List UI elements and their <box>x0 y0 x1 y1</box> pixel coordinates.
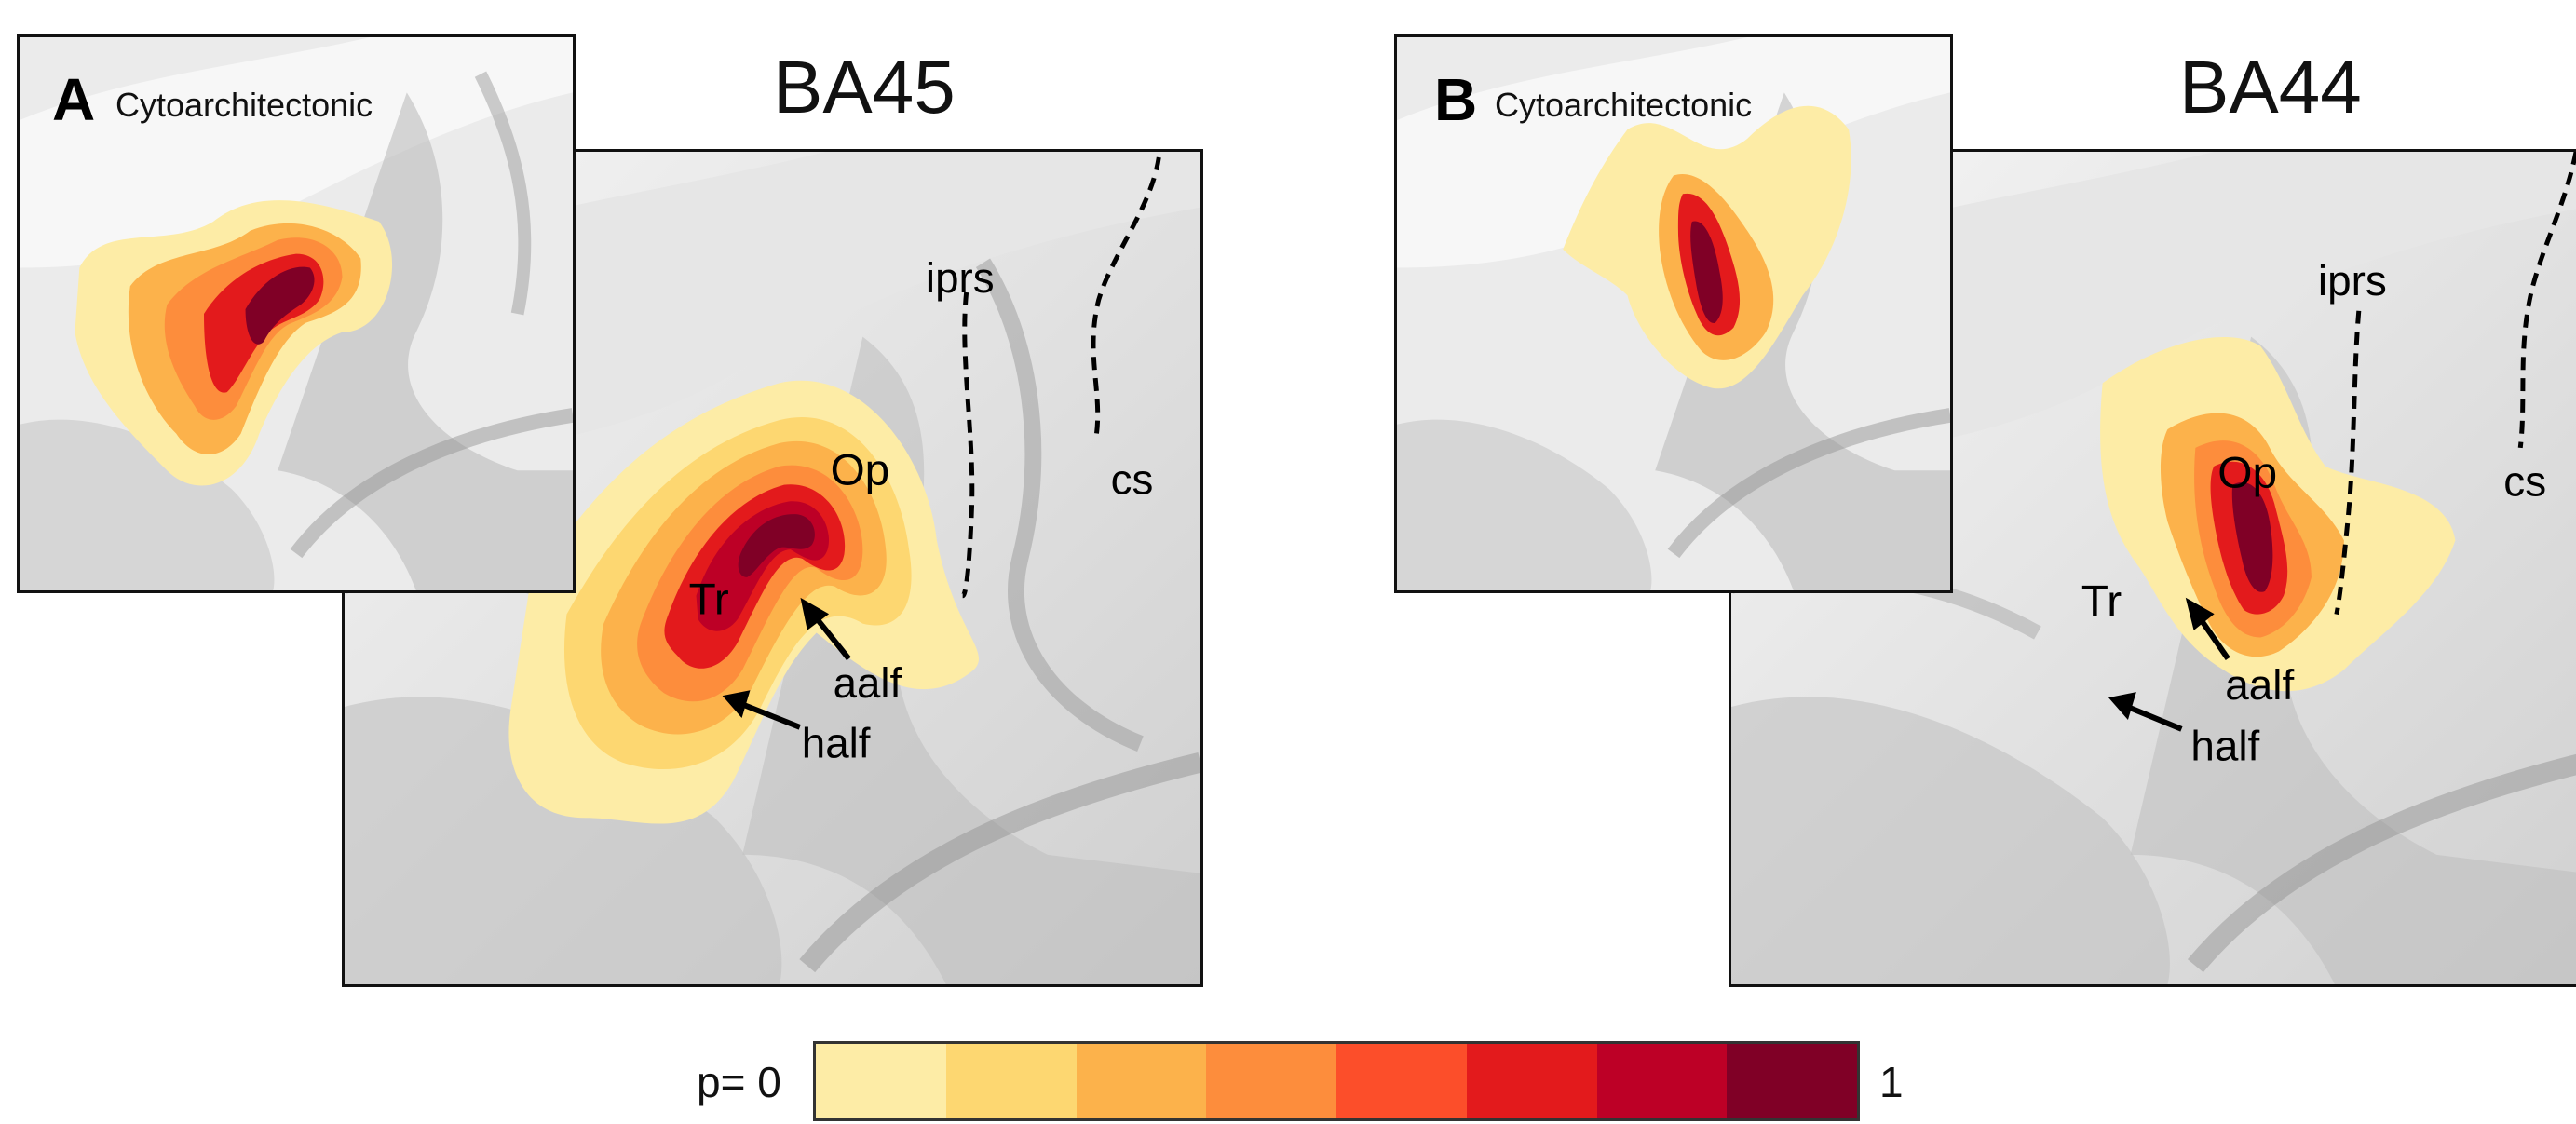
panel-a-letter: A <box>52 65 95 134</box>
colorbar-segment <box>1727 1044 1857 1118</box>
panel-b-label-iprs: iprs <box>2318 257 2387 305</box>
colorbar-segment <box>1467 1044 1597 1118</box>
panel-a-subtitle: Cytoarchitectonic <box>115 86 373 125</box>
panel-a-label-tr: Tr <box>689 576 729 625</box>
colorbar-segment <box>1597 1044 1728 1118</box>
colorbar-segment <box>1336 1044 1467 1118</box>
panel-a-label-half: half <box>802 720 871 767</box>
colorbar-segment <box>816 1044 946 1118</box>
panel-a-label-iprs: iprs <box>926 254 995 302</box>
colorbar-segment <box>1206 1044 1336 1118</box>
panel-a-label-op: Op <box>831 446 890 495</box>
panel-a-title: BA45 <box>773 45 956 130</box>
panel-b-subtitle: Cytoarchitectonic <box>1495 86 1752 125</box>
colorbar-segment <box>946 1044 1077 1118</box>
panel-b-label-half: half <box>2190 723 2259 770</box>
panel-b-title: BA44 <box>2179 45 2362 130</box>
colorbar-segment <box>1077 1044 1207 1118</box>
colorbar-max-label: 1 <box>1879 1057 1904 1107</box>
panel-b-label-aalf: aalf <box>2225 661 2294 709</box>
panel-b-label-cs: cs <box>2503 458 2546 506</box>
probability-colorbar <box>813 1041 1860 1121</box>
panel-b-label-tr: Tr <box>2081 577 2122 627</box>
panel-b-letter: B <box>1434 65 1477 134</box>
panel-b-label-op: Op <box>2217 449 2277 498</box>
panel-a-label-cs: cs <box>1111 456 1154 504</box>
colorbar-min-label: p= 0 <box>697 1057 781 1107</box>
panel-a-label-aalf: aalf <box>834 659 902 707</box>
